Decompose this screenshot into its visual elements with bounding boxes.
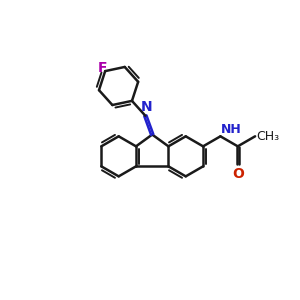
- Text: O: O: [232, 167, 244, 181]
- Text: F: F: [98, 61, 107, 75]
- Text: CH₃: CH₃: [256, 130, 280, 143]
- Text: NH: NH: [221, 122, 242, 136]
- Text: N: N: [140, 100, 152, 114]
